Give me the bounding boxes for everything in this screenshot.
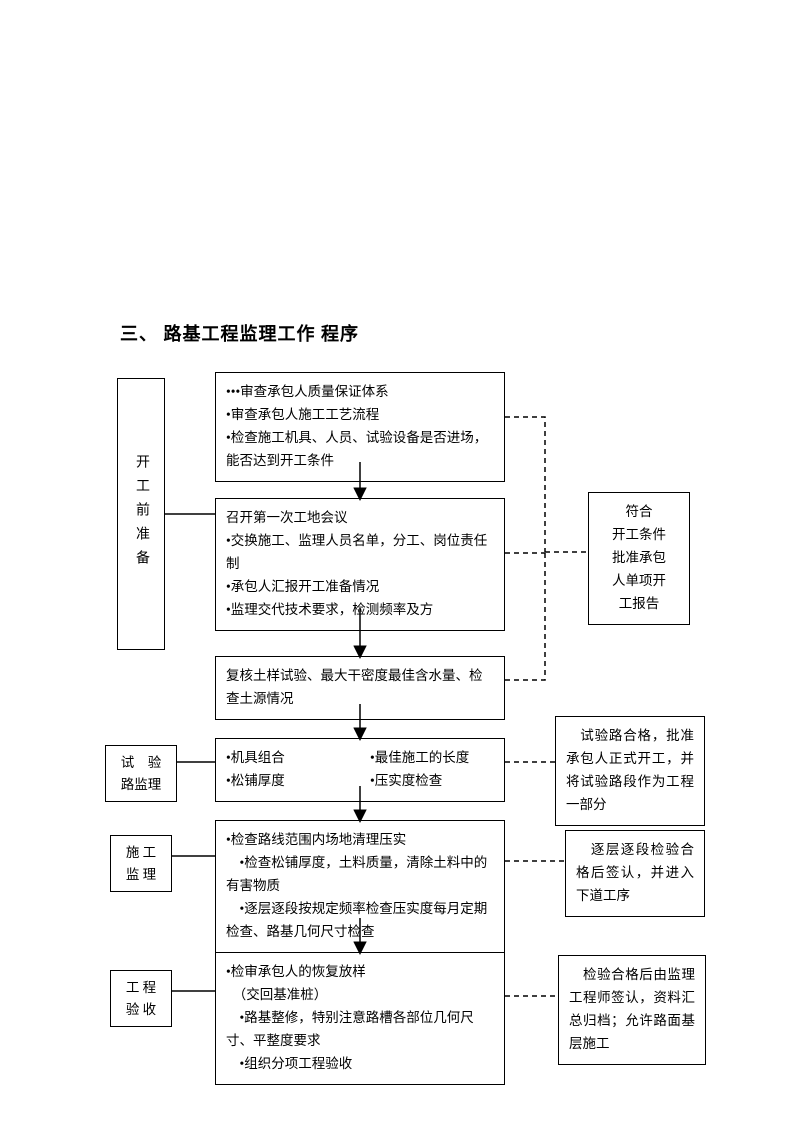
phase-construction: 施 工 监 理 [110,835,172,892]
page-title: 三、 路基工程监理工作 程序 [120,320,359,346]
step-test-road-items: •机具组合•松铺厚度•最佳施工的长度•压实度检查 [215,738,505,802]
phase-acceptance: 工 程 验 收 [110,970,172,1027]
step-soil-test: 复核土样试验、最大干密度最佳含水量、检查土源情况 [215,656,505,720]
outcome-layer-pass: 逐层逐段检验合格后签认，并进入下道工序 [565,830,705,917]
phase-preparation: 开工前准备 [117,378,165,650]
phase-preparation-label: 开工前准备 [131,454,151,574]
outcome-approval-report: 符合开工条件批准承包人单项开工报告 [588,492,690,625]
phase-test-road: 试 验 路监理 [105,745,177,802]
step-first-meeting: 召开第一次工地会议•交换施工、监理人员名单，分工、岗位责任制•承包人汇报开工准备… [215,498,505,631]
step-review-system: •••审查承包人质量保证体系•审查承包人施工工艺流程•检查施工机具、人员、试验设… [215,372,505,482]
outcome-test-road-pass: 试验路合格，批准承包人正式开工，并将试验路段作为工程一部分 [555,716,705,826]
step-construction-check: •检查路线范围内场地清理压实 •检查松铺厚度，土料质量，清除土料中的有害物质 •… [215,820,505,953]
step-acceptance: •检审承包人的恢复放样 （交回基准桩） •路基整修，特别注意路槽各部位几何尺寸、… [215,952,505,1085]
outcome-final-pass: 检验合格后由监理工程师签认，资料汇总归档；允许路面基层施工 [558,955,706,1065]
